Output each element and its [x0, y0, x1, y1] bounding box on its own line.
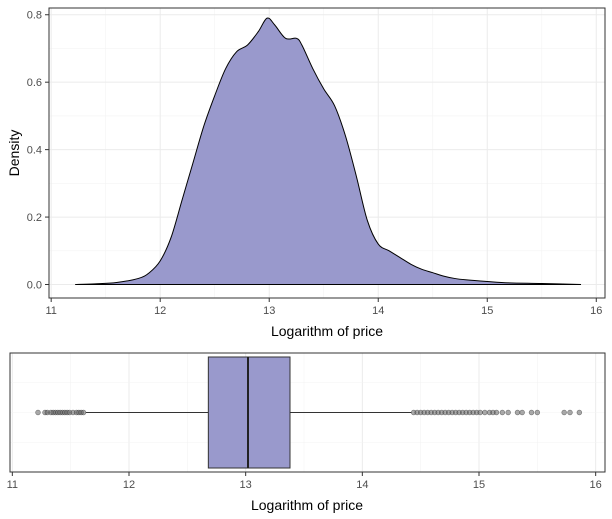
- density-x-tick-label: 14: [372, 305, 384, 317]
- box-outlier-point: [528, 409, 535, 416]
- density-x-tick-label: 15: [481, 305, 493, 317]
- density-chart: 11 12 13 14 15 16 0.0 0.2 0.4 0.6 0.8 Logarithm o…: [6, 7, 606, 339]
- density-y-tick-label: 0.4: [27, 145, 42, 157]
- box-outlier-point: [80, 409, 87, 416]
- box-outlier-point: [499, 409, 506, 416]
- box-outlier-point: [567, 409, 573, 416]
- density-y-tick-label: 0.6: [27, 77, 42, 89]
- box-outlier-point: [482, 409, 488, 416]
- box-x-tick-label: 16: [590, 479, 602, 491]
- box-x-axis-title: Logarithm of price: [251, 497, 363, 513]
- density-x-ticks: 11 12 13 14 15 16: [45, 298, 602, 317]
- box-x-tick-label: 15: [473, 479, 485, 491]
- box-outlier-point: [505, 409, 511, 416]
- box-x-tick-label: 12: [123, 479, 135, 491]
- density-panel-border: [48, 7, 606, 299]
- density-area: [75, 17, 582, 286]
- density-x-tick-label: 11: [45, 305, 56, 317]
- density-x-tick-label: 12: [154, 305, 166, 317]
- box-iqr: [207, 356, 291, 469]
- density-y-ticks: 0.0 0.2 0.4 0.6 0.8: [27, 10, 49, 292]
- box-outlier-point: [35, 409, 41, 416]
- box-outlier-point: [534, 409, 541, 416]
- box-outlier-point: [519, 409, 525, 416]
- density-y-tick-label: 0.8: [27, 10, 42, 22]
- density-x-tick-label: 13: [263, 305, 275, 317]
- box-outlier-point: [477, 409, 483, 416]
- box-outlier-point: [561, 409, 567, 416]
- box-x-tick-label: 11: [7, 479, 18, 491]
- box-chart: 11 12 13 14 15 16 Logarithm of price: [7, 352, 606, 513]
- box-x-ticks: 11 12 13 14 15 16: [7, 472, 602, 491]
- box-outlier-point: [514, 409, 521, 416]
- density-x-axis-title: Logarithm of price: [271, 323, 383, 339]
- box-outlier-point: [493, 409, 500, 416]
- box-x-tick-label: 14: [356, 479, 368, 491]
- box-panel-border: [9, 352, 606, 473]
- box-x-tick-label: 13: [240, 479, 252, 491]
- density-y-axis-title: Density: [6, 130, 22, 177]
- box-outlier-point: [576, 409, 583, 416]
- box-outliers: [35, 409, 583, 416]
- density-y-tick-label: 0.0: [27, 280, 42, 292]
- density-x-tick-label: 16: [590, 305, 602, 317]
- density-y-tick-label: 0.2: [27, 212, 42, 224]
